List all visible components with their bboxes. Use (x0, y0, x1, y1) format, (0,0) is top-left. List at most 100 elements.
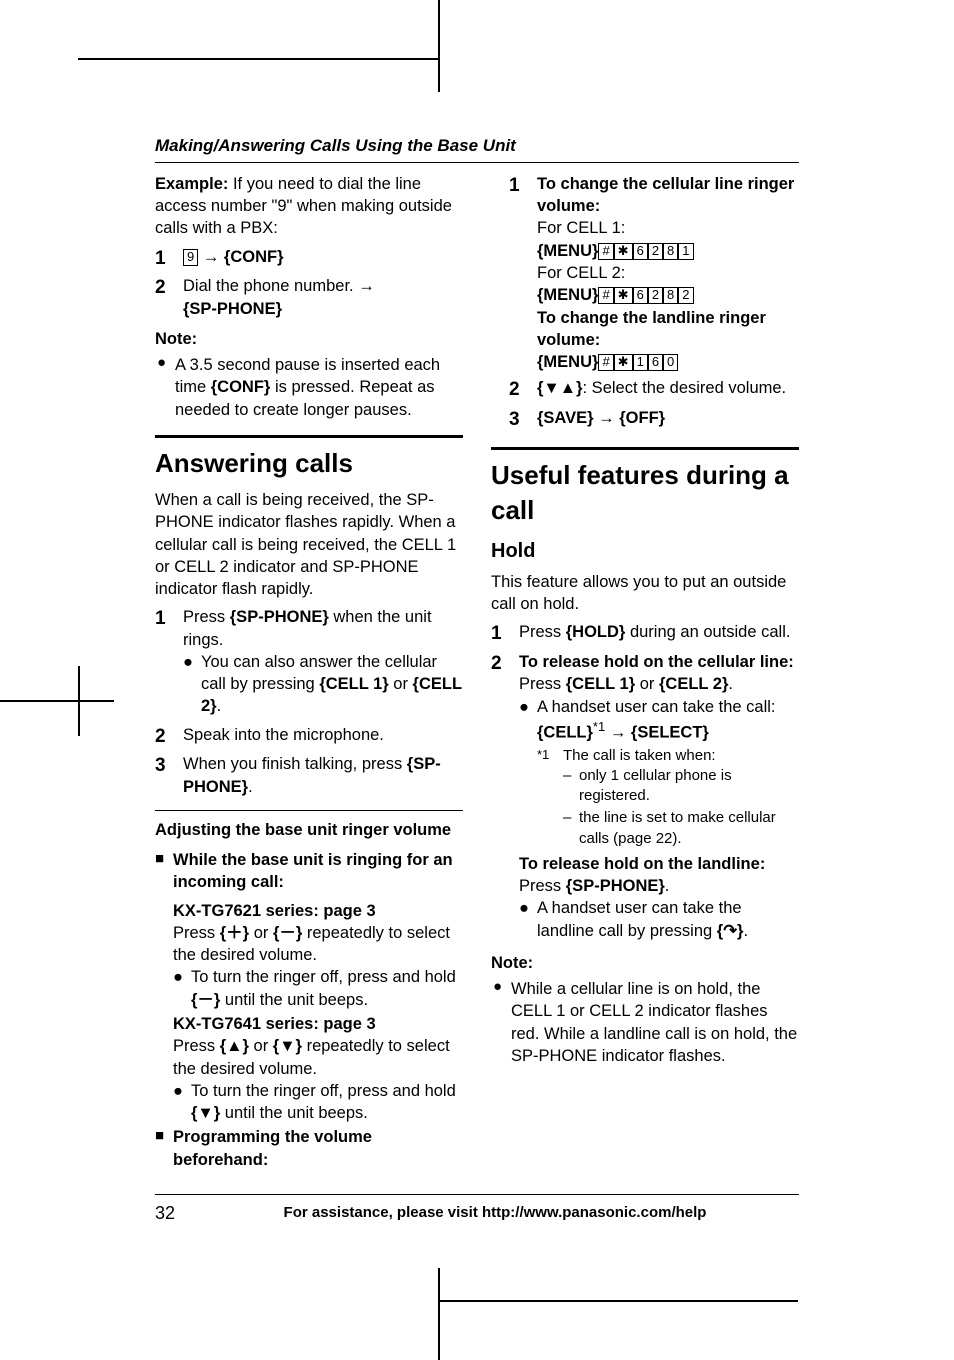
crop-mark (438, 1300, 798, 1302)
release-landline-heading: To release hold on the landline: (519, 853, 799, 875)
text: Press (519, 877, 566, 895)
conf-button-label: {CONF} (224, 248, 284, 266)
step-number: 2 (491, 651, 519, 944)
bullet-body: A 3.5 second pause is inserted each time… (175, 354, 463, 421)
cell2-sequence: {MENU}#✱6282 (537, 284, 799, 306)
down-button-label: {▼} (273, 1037, 302, 1055)
minus-button-label: {－} (273, 924, 302, 942)
text: Press (173, 1037, 220, 1055)
answering-step-2: 2 Speak into the microphone. (155, 724, 463, 750)
text: until the unit beeps. (220, 991, 368, 1009)
text: To turn the ringer off, press and hold (191, 968, 456, 986)
sub-bullet: ● To turn the ringer off, press and hold… (173, 966, 463, 1011)
text: : Select the desired volume. (583, 379, 787, 397)
sp-phone-button-label: {SP-PHONE} (230, 608, 329, 626)
cell2-button-label: {CELL 2} (659, 675, 728, 693)
key: ✱ (614, 354, 633, 371)
sub-bullet: ● A handset user can take the landline c… (519, 897, 799, 942)
footer-text: For assistance, please visit http://www.… (191, 1203, 799, 1223)
nav-button-label: {▼▲} (537, 379, 583, 397)
footnote-row: *1 The call is taken when: – only 1 cell… (537, 746, 799, 851)
page-content: Making/Answering Calls Using the Base Un… (155, 135, 799, 1225)
key: 1 (678, 243, 693, 260)
arrow-icon: → (598, 409, 615, 427)
key: 6 (633, 243, 648, 260)
crop-mark (78, 666, 80, 736)
up-button-label: {▲} (220, 1037, 249, 1055)
block-while-ringing: ■ While the base unit is ringing for an … (155, 849, 463, 894)
prog-step-2: 2 {▼▲}: Select the desired volume. (509, 377, 799, 403)
bullet-body: A handset user can take the call: {CELL}… (537, 696, 799, 851)
step-body: When you finish talking, press {SP-PHONE… (183, 753, 463, 798)
talk-button-label: {↷} (717, 922, 744, 940)
kx7641-label: KX-TG7641 series: page 3 (173, 1013, 463, 1035)
crop-mark (0, 700, 114, 702)
release-landline-instruction: Press {SP-PHONE}. (519, 875, 799, 897)
release-cellular-instruction: Press {CELL 1} or {CELL 2}. (519, 673, 799, 695)
menu-button-label: {MENU} (537, 286, 598, 304)
landline-heading: To change the landline ringer volume: (537, 307, 799, 352)
key: 8 (663, 243, 678, 260)
text: or (249, 1037, 273, 1055)
useful-features-heading: Useful features during a call (491, 447, 799, 528)
text: or (635, 675, 659, 693)
block-heading: Programming the volume beforehand: (173, 1126, 463, 1171)
square-icon: ■ (155, 849, 173, 894)
key: 2 (648, 243, 663, 260)
bullet-body: You can also answer the cellular call by… (201, 651, 463, 718)
landline-sequence: {MENU}#✱160 (537, 351, 799, 373)
arrow-icon: → (610, 723, 627, 741)
text: The call is taken when: (563, 747, 716, 764)
key: 2 (678, 287, 693, 304)
text: Press (519, 623, 566, 641)
note-heading: Note: (155, 328, 463, 350)
bullet-icon: ● (519, 696, 537, 851)
bullet-icon: ● (173, 966, 191, 1011)
section-header: Making/Answering Calls Using the Base Un… (155, 135, 799, 163)
plus-button-label: {＋} (220, 924, 249, 942)
hold-intro: This feature allows you to put an outsid… (491, 571, 799, 616)
block-heading: While the base unit is ringing for an in… (173, 849, 463, 894)
cell1-sequence: {MENU}#✱6281 (537, 240, 799, 262)
kx7621-instruction: Press {＋} or {－} repeatedly to select th… (173, 922, 463, 967)
down-button-label: {▼} (191, 1104, 220, 1122)
step-text: . (248, 778, 253, 796)
footnote-marker: *1 (537, 746, 563, 851)
dash-icon: – (563, 808, 579, 849)
step-number: 1 (509, 173, 537, 373)
key: 0 (663, 354, 678, 371)
release-cellular-heading: To release hold on the cellular line: (519, 651, 799, 673)
key: # (598, 354, 613, 371)
crop-mark (438, 0, 440, 92)
example-intro: Example: If you need to dial the line ac… (155, 173, 463, 240)
kx7641-instruction: Press {▲} or {▼} repeatedly to select th… (173, 1035, 463, 1080)
step-body: Dial the phone number. → {SP-PHONE} (183, 275, 463, 320)
page-footer: 32 For assistance, please visit http://w… (155, 1194, 799, 1225)
sub-bullet: ● A handset user can take the call: {CEL… (519, 696, 799, 851)
answering-step-1: 1 Press {SP-PHONE} when the unit rings. … (155, 606, 463, 719)
minus-button-label: {－} (191, 991, 220, 1009)
arrow-icon: → (358, 277, 375, 295)
step-number: 2 (155, 275, 183, 320)
off-button-label: {OFF} (619, 409, 665, 427)
step-text: When you finish talking, press (183, 755, 407, 773)
text: A handset user can take the landline cal… (537, 899, 742, 939)
text: during an outside call. (625, 623, 790, 641)
bullet-icon: ● (493, 978, 511, 1067)
step-number: 2 (155, 724, 183, 750)
page-number: 32 (155, 1201, 191, 1225)
text: or (249, 924, 273, 942)
key: ✱ (614, 243, 633, 260)
step-number: 3 (509, 407, 537, 433)
conf-button-label: {CONF} (211, 378, 271, 396)
step-text: Dial the phone number. (183, 277, 358, 295)
step-body: Speak into the microphone. (183, 724, 463, 750)
answering-calls-heading: Answering calls (155, 435, 463, 481)
crop-mark (78, 58, 438, 60)
text: A handset user can take the call: (537, 698, 776, 716)
text: . (665, 877, 670, 895)
prog-s1-heading: To change the cellular line ringer volum… (537, 173, 799, 218)
key: # (598, 287, 613, 304)
key: 1 (633, 354, 648, 371)
cell-button-label: {CELL} (537, 723, 593, 741)
